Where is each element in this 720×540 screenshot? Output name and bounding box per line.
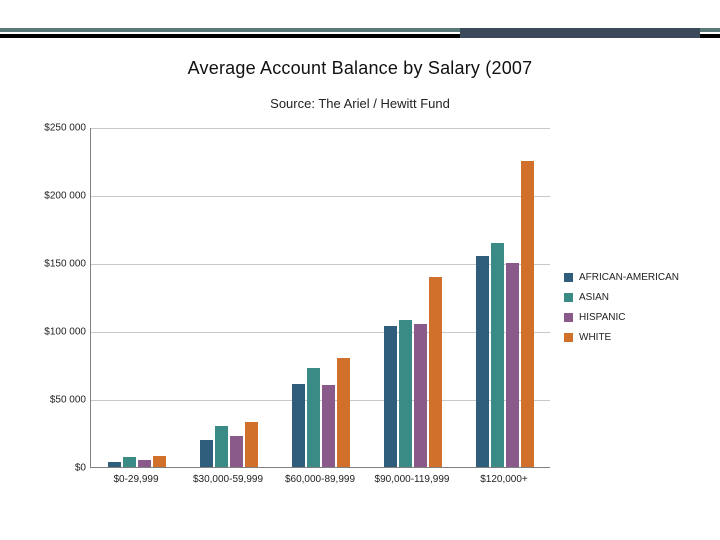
- bar: [384, 326, 397, 467]
- bar: [414, 324, 427, 467]
- y-axis-label: $250 000: [30, 123, 86, 134]
- legend-label: AFRICAN-AMERICAN: [579, 272, 679, 283]
- legend-item: HISPANIC: [564, 312, 679, 323]
- chart-subtitle: Source: The Ariel / Hewitt Fund: [0, 96, 720, 111]
- bar: [337, 358, 350, 467]
- chart-title: Average Account Balance by Salary (2007: [0, 58, 720, 79]
- legend-swatch: [564, 273, 573, 282]
- y-axis-label: $0: [30, 463, 86, 474]
- bar: [506, 263, 519, 467]
- legend-swatch: [564, 333, 573, 342]
- bar: [429, 277, 442, 467]
- y-axis-label: $200 000: [30, 191, 86, 202]
- x-axis-label: $90,000-119,999: [375, 474, 450, 485]
- bar: [153, 456, 166, 467]
- y-axis-label: $150 000: [30, 259, 86, 270]
- header-rule-accent: [460, 28, 700, 38]
- bar: [138, 460, 151, 467]
- bar: [215, 426, 228, 467]
- legend-item: AFRICAN-AMERICAN: [564, 272, 679, 283]
- y-axis-label: $50 000: [30, 395, 86, 406]
- bar: [476, 256, 489, 467]
- legend-label: ASIAN: [579, 292, 609, 303]
- y-axis-label: $100 000: [30, 327, 86, 338]
- bar: [108, 462, 121, 467]
- x-axis-label: $30,000-59,999: [193, 474, 263, 485]
- bar: [123, 457, 136, 467]
- bar: [322, 385, 335, 467]
- bar: [230, 436, 243, 467]
- bar: [200, 440, 213, 467]
- header-rules: [0, 0, 720, 60]
- x-axis-label: $60,000-89,999: [285, 474, 355, 485]
- chart: AFRICAN-AMERICAN ASIAN HISPANIC WHITE $0 $50…: [30, 128, 690, 528]
- bar: [491, 243, 504, 467]
- legend-item: ASIAN: [564, 292, 679, 303]
- bar: [399, 320, 412, 467]
- bar: [521, 161, 534, 467]
- x-axis-label: $0-29,999: [113, 474, 158, 485]
- legend-label: WHITE: [579, 332, 611, 343]
- bar: [245, 422, 258, 467]
- legend-swatch: [564, 313, 573, 322]
- bar: [292, 384, 305, 467]
- legend: AFRICAN-AMERICAN ASIAN HISPANIC WHITE: [564, 263, 679, 352]
- gridline: [91, 196, 550, 197]
- bar: [307, 368, 320, 467]
- x-axis-label: $120,000+: [480, 474, 528, 485]
- gridline: [91, 128, 550, 129]
- legend-swatch: [564, 293, 573, 302]
- plot-area: [90, 128, 550, 468]
- legend-label: HISPANIC: [579, 312, 626, 323]
- legend-item: WHITE: [564, 332, 679, 343]
